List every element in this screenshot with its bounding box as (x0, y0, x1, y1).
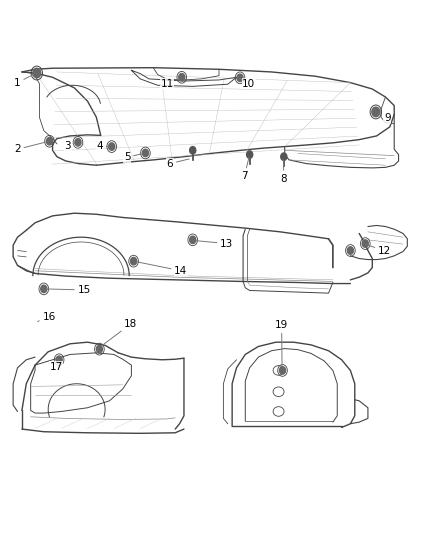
Text: 14: 14 (136, 262, 187, 276)
Text: 9: 9 (378, 114, 391, 123)
Text: 8: 8 (280, 160, 287, 183)
Circle shape (281, 153, 287, 160)
Text: 13: 13 (195, 239, 233, 248)
Circle shape (96, 345, 102, 353)
Circle shape (347, 247, 353, 254)
Circle shape (142, 149, 148, 157)
Text: 12: 12 (367, 245, 391, 255)
Circle shape (190, 236, 196, 244)
Text: 11: 11 (161, 79, 178, 88)
Text: 2: 2 (14, 142, 46, 154)
Circle shape (109, 143, 115, 150)
Text: 5: 5 (124, 152, 143, 162)
Text: 1: 1 (14, 74, 34, 87)
Text: 4: 4 (96, 141, 109, 151)
Circle shape (75, 139, 81, 146)
Text: 17: 17 (49, 359, 63, 372)
Circle shape (372, 107, 380, 117)
Circle shape (131, 257, 137, 265)
Circle shape (279, 367, 286, 374)
Text: 10: 10 (240, 78, 255, 88)
Text: 15: 15 (46, 285, 91, 295)
Circle shape (190, 147, 196, 154)
Text: 3: 3 (64, 141, 75, 151)
Text: 18: 18 (102, 319, 137, 346)
Circle shape (41, 285, 47, 293)
Text: 19: 19 (275, 320, 288, 366)
Circle shape (362, 240, 368, 247)
Circle shape (237, 74, 243, 82)
Text: 16: 16 (38, 312, 56, 322)
Circle shape (247, 151, 253, 158)
Circle shape (56, 356, 62, 364)
Circle shape (46, 138, 53, 145)
Text: 7: 7 (241, 157, 249, 181)
Circle shape (33, 68, 41, 78)
Text: 6: 6 (166, 159, 189, 168)
Circle shape (179, 74, 185, 81)
